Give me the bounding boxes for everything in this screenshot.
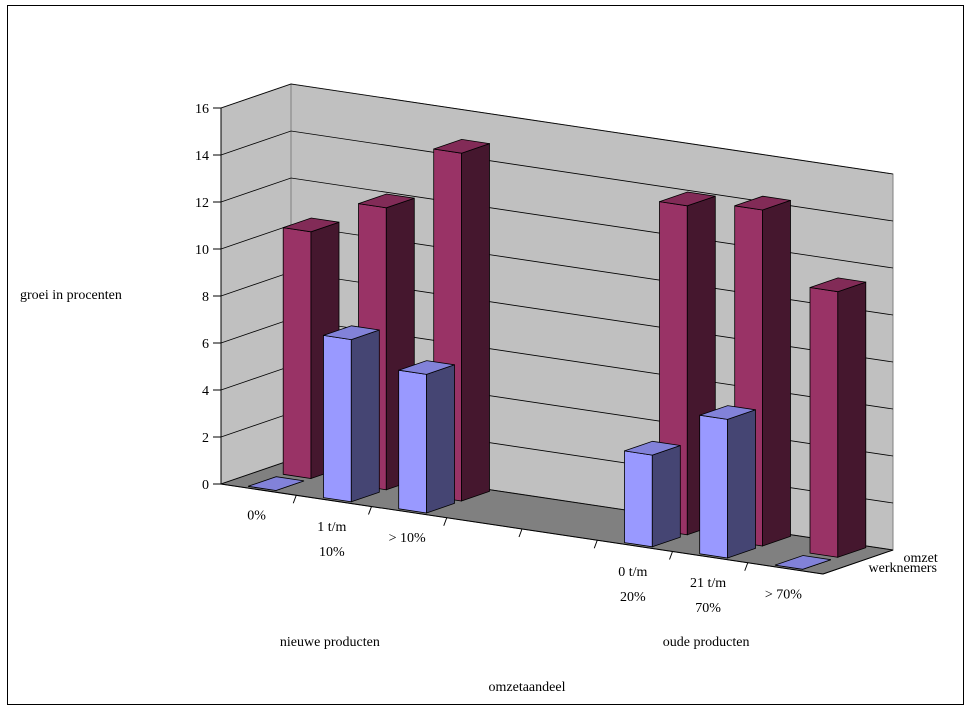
x-tick-mark: [744, 562, 749, 571]
y-tick-label: 4: [202, 384, 209, 399]
bar-top: [659, 191, 716, 207]
x-tick-label: 10%: [319, 545, 345, 560]
bar-side: [350, 329, 380, 503]
bar-side: [727, 409, 756, 559]
depth-axis-line: [822, 549, 894, 575]
bar-top: [358, 193, 415, 209]
bar-top: [323, 325, 380, 341]
bar-side: [837, 281, 867, 558]
y-tick-label: 6: [202, 337, 209, 352]
bar-top: [734, 195, 791, 211]
x-tick-mark: [292, 495, 297, 504]
group-label: oude producten: [663, 635, 750, 650]
bar-omzet-5: [809, 277, 867, 558]
series-label-werknemers: werknemers: [869, 561, 937, 576]
bar-top: [624, 440, 681, 456]
y-tick-label: 0: [202, 478, 209, 493]
axes: [213, 107, 894, 575]
tick-labels: 0 2 4 6 8 10 12 14 16 0% 1 t/m 10% > 10% 0 t/m 20% 21 t…: [195, 102, 938, 650]
bar-side: [461, 143, 490, 502]
bar-front: [624, 450, 653, 548]
bar-front: [282, 227, 312, 479]
x-tick-label: > 70%: [765, 587, 802, 602]
y-tick-label: 10: [195, 243, 209, 258]
bar-werknemers-5: [774, 555, 831, 570]
gridline: [220, 130, 894, 222]
y-tick-label: 12: [195, 196, 209, 211]
x-axis-label: omzetaandeel: [489, 680, 566, 695]
bar-front: [809, 287, 839, 558]
bar-top: [699, 405, 756, 420]
bar-top: [433, 138, 490, 154]
y-tick-label: 14: [195, 149, 209, 164]
bar-werknemers-0: [248, 476, 305, 491]
x-tick-mark: [443, 517, 448, 526]
bar-side: [651, 444, 681, 548]
y-axis-label: groei in procenten: [20, 288, 122, 303]
series-label-omzet: omzet: [904, 551, 938, 566]
x-tick-label: 20%: [620, 590, 646, 605]
x-tick-label: > 10%: [389, 531, 426, 546]
y-tick-label: 16: [195, 102, 209, 117]
bar-front: [398, 369, 427, 514]
group-label: nieuwe producten: [280, 635, 380, 650]
x-tick-label: 0 t/m: [618, 565, 647, 580]
bar-top: [283, 217, 340, 233]
bar-werknemers-2: [398, 360, 455, 514]
bar-werknemers-1: [323, 325, 380, 503]
y-tick-label: 2: [202, 431, 209, 446]
bar-top: [398, 360, 455, 375]
x-tick-mark: [518, 528, 523, 538]
x-tick-mark: [368, 506, 372, 515]
bar-werknemers-3: [624, 440, 681, 548]
x-tick-label: 21 t/m: [690, 576, 726, 591]
bar-front: [699, 414, 728, 559]
x-tick-mark: [669, 551, 673, 560]
bar-werknemers-4: [699, 405, 756, 559]
bar-side: [426, 364, 455, 514]
bars: [248, 138, 867, 570]
bar-top: [774, 555, 831, 570]
bar-front: [323, 334, 352, 503]
x-tick-mark: [593, 540, 598, 549]
x-tick-label: 70%: [695, 601, 721, 616]
bar-top: [809, 277, 866, 293]
x-tick-label: 1 t/m: [317, 520, 346, 535]
x-tick-label: 0%: [247, 509, 266, 524]
gridline: [220, 83, 894, 175]
bar-side: [762, 199, 791, 547]
bar-top: [248, 476, 305, 491]
y-tick-label: 8: [202, 290, 209, 305]
